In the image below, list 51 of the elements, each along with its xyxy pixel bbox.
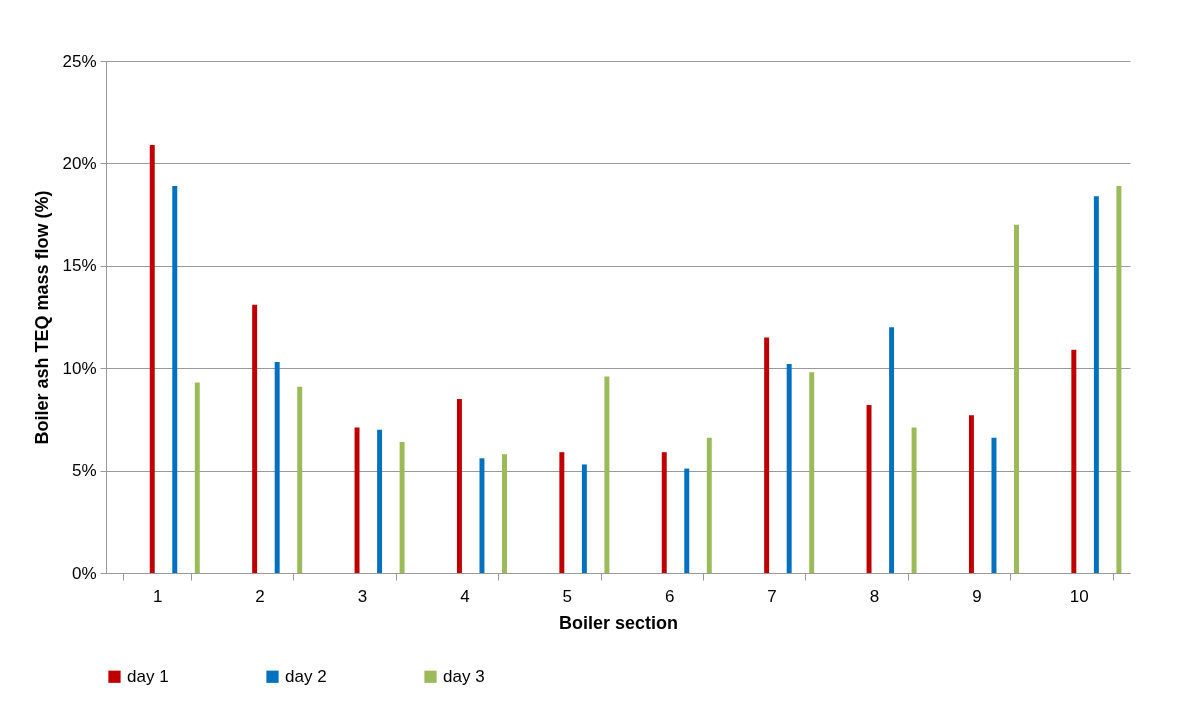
- y-tick-label: 15%: [62, 256, 97, 276]
- bar: [786, 364, 792, 573]
- bar: [809, 372, 815, 573]
- bar: [661, 452, 667, 573]
- bar: [604, 376, 610, 573]
- bar: [252, 304, 258, 573]
- x-axis-title: Boiler section: [558, 612, 679, 633]
- x-tick-label: 10: [1069, 586, 1089, 606]
- y-tick-label: 20%: [62, 153, 97, 173]
- bar: [502, 454, 507, 573]
- bar: [559, 452, 565, 573]
- bar: [706, 437, 712, 573]
- bar: [377, 429, 383, 573]
- bar: [399, 441, 405, 573]
- legend-label: day 1: [127, 666, 169, 686]
- y-tick-label: 0%: [71, 563, 97, 583]
- legend-label: day 3: [443, 666, 485, 686]
- x-tick-label: 8: [869, 586, 880, 606]
- x-tick-label: 4: [460, 586, 470, 606]
- bar: [456, 398, 462, 573]
- y-tick-label: 10%: [62, 358, 97, 378]
- bar: [968, 415, 974, 573]
- x-tick-label: 2: [255, 586, 265, 606]
- bar: [911, 427, 917, 573]
- bar: [991, 437, 997, 573]
- legend-label: day 2: [285, 666, 327, 686]
- bar: [297, 386, 303, 573]
- bar: [1071, 349, 1077, 573]
- bar: [764, 337, 770, 573]
- bar: [354, 427, 360, 573]
- bar: [149, 144, 155, 573]
- x-tick-label: 1: [152, 586, 163, 606]
- bar: [479, 458, 485, 573]
- bar: [1014, 224, 1019, 573]
- x-tick-label: 6: [664, 586, 675, 606]
- bar: [1116, 185, 1122, 573]
- x-tick-label: 3: [357, 586, 368, 606]
- bar: [889, 327, 895, 573]
- bar: [194, 382, 200, 573]
- bar: [866, 405, 872, 573]
- bar: [172, 185, 178, 573]
- y-tick-label: 5%: [71, 461, 97, 481]
- bar: [581, 464, 587, 573]
- y-axis-title: Boiler ash TEQ mass flow (%): [32, 190, 53, 445]
- bar: [274, 362, 280, 573]
- x-tick-label: 9: [972, 586, 982, 606]
- bar: [684, 468, 690, 573]
- bar: [1093, 196, 1099, 573]
- y-tick-label: 25%: [62, 51, 97, 71]
- x-tick-label: 5: [562, 586, 573, 606]
- x-tick-label: 7: [767, 586, 777, 606]
